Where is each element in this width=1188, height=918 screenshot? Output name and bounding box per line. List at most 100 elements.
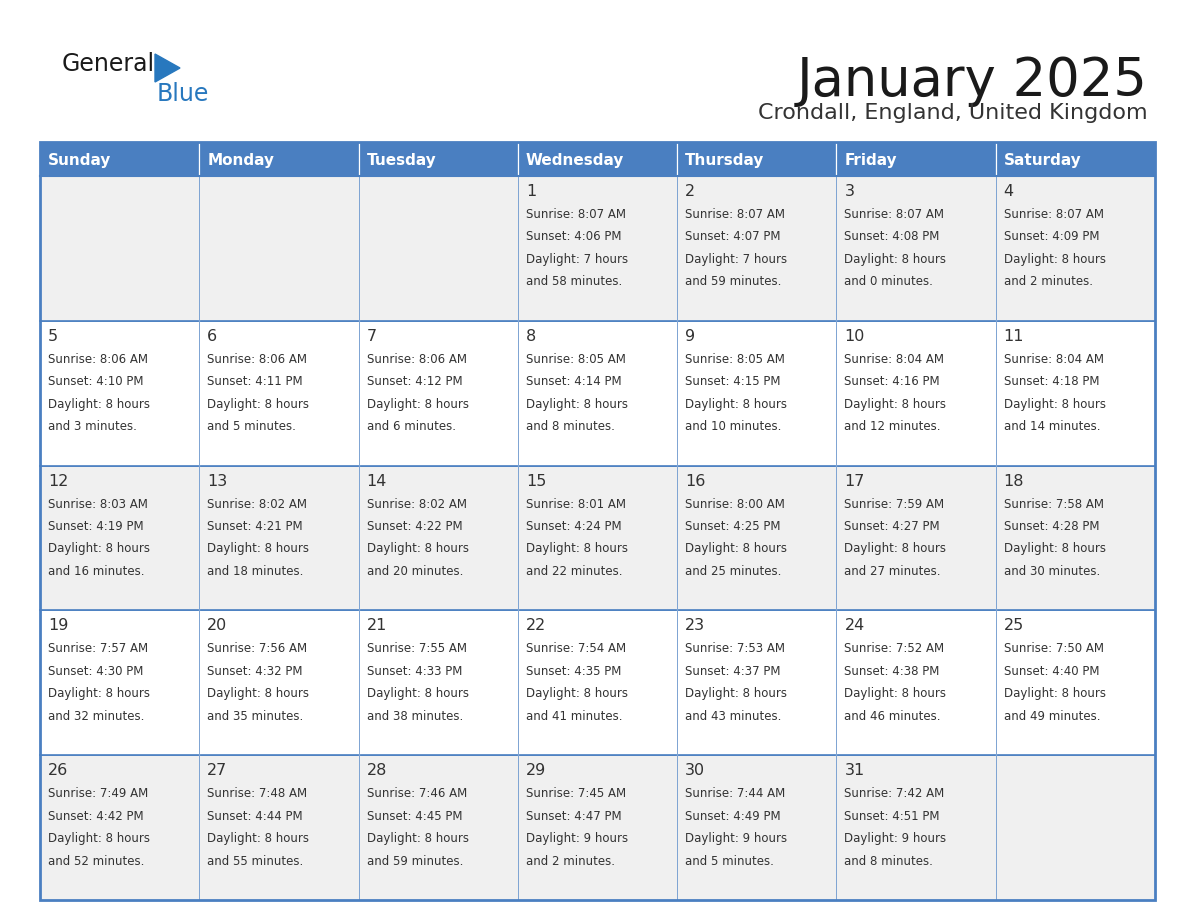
- Text: Sunset: 4:06 PM: Sunset: 4:06 PM: [526, 230, 621, 243]
- Text: Monday: Monday: [207, 152, 274, 167]
- Bar: [996, 610, 1155, 756]
- Text: Daylight: 8 hours: Daylight: 8 hours: [48, 832, 150, 845]
- Text: and 59 minutes.: and 59 minutes.: [685, 275, 782, 288]
- Text: Daylight: 8 hours: Daylight: 8 hours: [48, 688, 150, 700]
- Text: Sunrise: 7:59 AM: Sunrise: 7:59 AM: [845, 498, 944, 510]
- Text: Sunset: 4:08 PM: Sunset: 4:08 PM: [845, 230, 940, 243]
- Text: 12: 12: [48, 474, 69, 488]
- Bar: [200, 176, 359, 320]
- Text: Daylight: 8 hours: Daylight: 8 hours: [1004, 397, 1106, 410]
- Bar: [40, 142, 200, 176]
- Text: Daylight: 8 hours: Daylight: 8 hours: [1004, 688, 1106, 700]
- Text: and 32 minutes.: and 32 minutes.: [48, 710, 145, 722]
- Text: Sunset: 4:27 PM: Sunset: 4:27 PM: [845, 520, 940, 533]
- Text: Daylight: 9 hours: Daylight: 9 hours: [526, 832, 628, 845]
- Text: Daylight: 9 hours: Daylight: 9 hours: [685, 832, 788, 845]
- Text: Sunset: 4:33 PM: Sunset: 4:33 PM: [367, 665, 462, 677]
- Text: Sunset: 4:44 PM: Sunset: 4:44 PM: [207, 810, 303, 823]
- Polygon shape: [154, 54, 181, 82]
- Text: Sunset: 4:49 PM: Sunset: 4:49 PM: [685, 810, 781, 823]
- Bar: [996, 142, 1155, 176]
- Bar: [836, 756, 996, 900]
- Text: and 52 minutes.: and 52 minutes.: [48, 855, 145, 868]
- Bar: [677, 756, 836, 900]
- Text: Sunrise: 8:06 AM: Sunrise: 8:06 AM: [367, 353, 467, 365]
- Text: 4: 4: [1004, 184, 1013, 199]
- Bar: [40, 756, 200, 900]
- Text: Sunrise: 8:04 AM: Sunrise: 8:04 AM: [1004, 353, 1104, 365]
- Text: 24: 24: [845, 619, 865, 633]
- Bar: [836, 320, 996, 465]
- Text: Sunrise: 8:01 AM: Sunrise: 8:01 AM: [526, 498, 626, 510]
- Text: Sunset: 4:12 PM: Sunset: 4:12 PM: [367, 375, 462, 388]
- Text: January 2025: January 2025: [797, 55, 1148, 107]
- Bar: [200, 610, 359, 756]
- Text: Daylight: 8 hours: Daylight: 8 hours: [685, 543, 788, 555]
- Text: 15: 15: [526, 474, 546, 488]
- Text: 10: 10: [845, 329, 865, 344]
- Text: Sunset: 4:45 PM: Sunset: 4:45 PM: [367, 810, 462, 823]
- Bar: [836, 465, 996, 610]
- Text: Sunrise: 8:03 AM: Sunrise: 8:03 AM: [48, 498, 147, 510]
- Text: Crondall, England, United Kingdom: Crondall, England, United Kingdom: [758, 103, 1148, 123]
- Text: and 18 minutes.: and 18 minutes.: [207, 565, 304, 578]
- Text: Daylight: 8 hours: Daylight: 8 hours: [526, 397, 627, 410]
- Text: Sunset: 4:10 PM: Sunset: 4:10 PM: [48, 375, 144, 388]
- Text: Daylight: 8 hours: Daylight: 8 hours: [845, 688, 947, 700]
- Text: Sunrise: 8:00 AM: Sunrise: 8:00 AM: [685, 498, 785, 510]
- Text: 13: 13: [207, 474, 228, 488]
- Text: 5: 5: [48, 329, 58, 344]
- Text: 17: 17: [845, 474, 865, 488]
- Bar: [359, 142, 518, 176]
- Text: Sunrise: 7:49 AM: Sunrise: 7:49 AM: [48, 788, 148, 800]
- Text: Sunset: 4:24 PM: Sunset: 4:24 PM: [526, 520, 621, 533]
- Text: Sunday: Sunday: [48, 152, 112, 167]
- Bar: [996, 320, 1155, 465]
- Text: Sunrise: 8:02 AM: Sunrise: 8:02 AM: [207, 498, 308, 510]
- Text: Sunrise: 7:48 AM: Sunrise: 7:48 AM: [207, 788, 308, 800]
- Text: Sunrise: 7:54 AM: Sunrise: 7:54 AM: [526, 643, 626, 655]
- Text: Sunrise: 7:56 AM: Sunrise: 7:56 AM: [207, 643, 308, 655]
- Bar: [200, 756, 359, 900]
- Bar: [359, 320, 518, 465]
- Text: 2: 2: [685, 184, 695, 199]
- Bar: [518, 320, 677, 465]
- Text: and 27 minutes.: and 27 minutes.: [845, 565, 941, 578]
- Text: 11: 11: [1004, 329, 1024, 344]
- Bar: [996, 756, 1155, 900]
- Text: and 14 minutes.: and 14 minutes.: [1004, 420, 1100, 433]
- Text: Sunrise: 7:58 AM: Sunrise: 7:58 AM: [1004, 498, 1104, 510]
- Bar: [836, 176, 996, 320]
- Bar: [359, 176, 518, 320]
- Text: Sunrise: 8:06 AM: Sunrise: 8:06 AM: [207, 353, 308, 365]
- Text: 18: 18: [1004, 474, 1024, 488]
- Text: Sunrise: 7:46 AM: Sunrise: 7:46 AM: [367, 788, 467, 800]
- Text: Daylight: 8 hours: Daylight: 8 hours: [1004, 543, 1106, 555]
- Text: Daylight: 8 hours: Daylight: 8 hours: [526, 688, 627, 700]
- Text: Daylight: 8 hours: Daylight: 8 hours: [845, 252, 947, 266]
- Bar: [40, 320, 200, 465]
- Text: Sunset: 4:47 PM: Sunset: 4:47 PM: [526, 810, 621, 823]
- Text: and 30 minutes.: and 30 minutes.: [1004, 565, 1100, 578]
- Text: and 55 minutes.: and 55 minutes.: [207, 855, 304, 868]
- Text: Tuesday: Tuesday: [367, 152, 436, 167]
- Bar: [40, 142, 1155, 900]
- Text: and 41 minutes.: and 41 minutes.: [526, 710, 623, 722]
- Text: Sunset: 4:40 PM: Sunset: 4:40 PM: [1004, 665, 1099, 677]
- Text: Sunset: 4:38 PM: Sunset: 4:38 PM: [845, 665, 940, 677]
- Text: and 46 minutes.: and 46 minutes.: [845, 710, 941, 722]
- Text: 1: 1: [526, 184, 536, 199]
- Text: Sunset: 4:28 PM: Sunset: 4:28 PM: [1004, 520, 1099, 533]
- Text: Wednesday: Wednesday: [526, 152, 624, 167]
- Text: 6: 6: [207, 329, 217, 344]
- Bar: [677, 142, 836, 176]
- Text: Sunset: 4:37 PM: Sunset: 4:37 PM: [685, 665, 781, 677]
- Text: Sunset: 4:22 PM: Sunset: 4:22 PM: [367, 520, 462, 533]
- Text: and 38 minutes.: and 38 minutes.: [367, 710, 463, 722]
- Text: Daylight: 8 hours: Daylight: 8 hours: [845, 397, 947, 410]
- Text: Sunrise: 8:07 AM: Sunrise: 8:07 AM: [845, 208, 944, 221]
- Text: 9: 9: [685, 329, 695, 344]
- Text: Daylight: 8 hours: Daylight: 8 hours: [685, 688, 788, 700]
- Text: Daylight: 8 hours: Daylight: 8 hours: [526, 543, 627, 555]
- Text: and 16 minutes.: and 16 minutes.: [48, 565, 145, 578]
